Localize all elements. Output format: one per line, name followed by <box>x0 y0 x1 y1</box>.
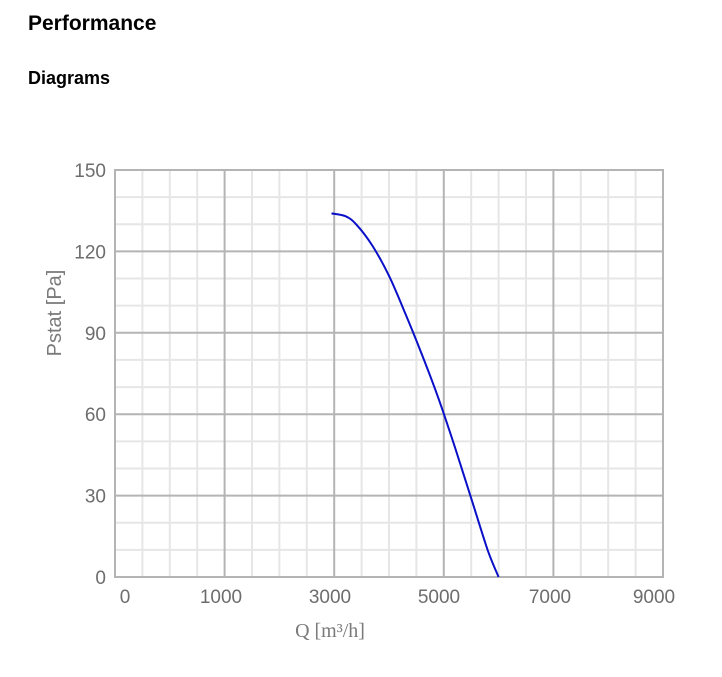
section-heading: Diagrams <box>28 68 111 88</box>
plot-frame <box>114 169 664 578</box>
curve-layer <box>331 212 500 578</box>
x-tick-label: 3000 <box>309 587 351 608</box>
y-tick-label: 0 <box>95 568 106 589</box>
x-tick-label: 7000 <box>529 587 571 608</box>
page-title: Performance <box>28 12 157 35</box>
x-axis-label: Q [m³/h] <box>295 620 365 642</box>
x-tick-label: 0 <box>120 587 131 608</box>
y-tick-label: 90 <box>85 324 106 345</box>
y-tick-label: 60 <box>85 405 106 426</box>
performance-curve <box>331 212 500 578</box>
y-axis-label: Pstat [Pa] <box>44 270 66 357</box>
y-tick-label: 120 <box>74 242 106 263</box>
y-tick-label: 30 <box>85 487 106 508</box>
minor-grid <box>115 170 663 577</box>
major-grid <box>114 169 664 578</box>
y-tick-label: 150 <box>74 161 106 182</box>
x-tick-label: 5000 <box>418 587 460 608</box>
x-tick-label: 1000 <box>200 587 242 608</box>
x-tick-label: 9000 <box>633 587 675 608</box>
y-tick-labels: 0 30 60 90 120 150 <box>74 161 106 589</box>
x-tick-labels: 0 1000 3000 5000 7000 9000 <box>120 587 675 608</box>
